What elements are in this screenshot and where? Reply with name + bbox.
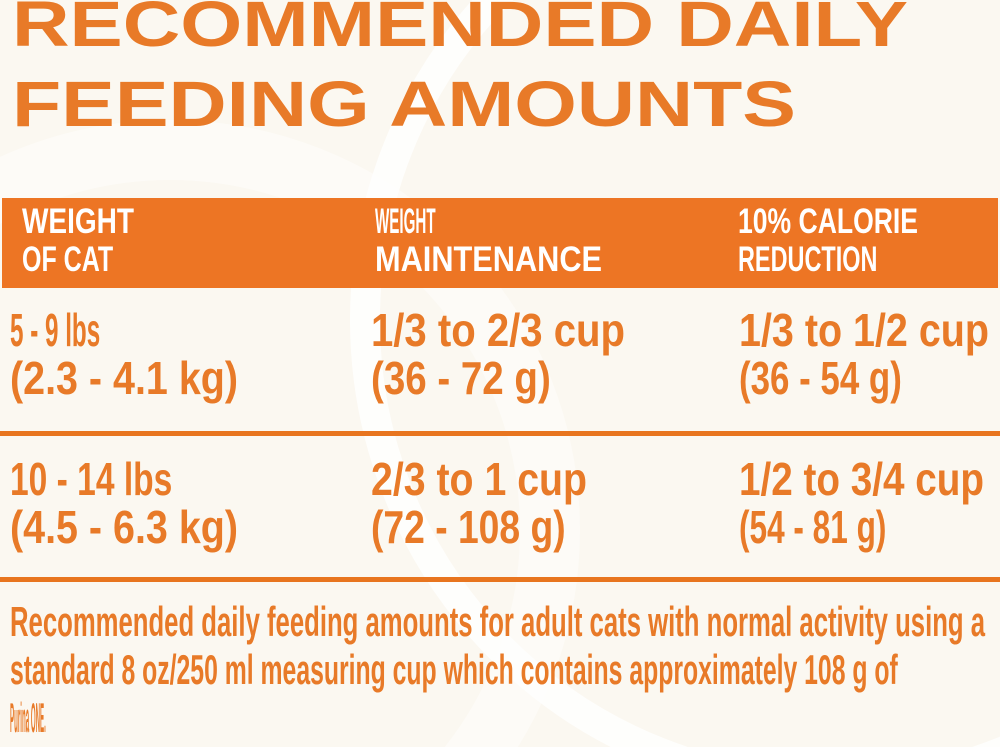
column-header-text: WEIGHT <box>375 202 436 241</box>
cell-weight-maintenance: 2/3 to 1 cup (72 - 108 g) <box>371 455 624 551</box>
cell-value: 1/2 to 3/4 cup <box>739 453 985 505</box>
cell-value: 1/3 to 1/2 cup <box>739 304 989 356</box>
cell-value-metric: (2.3 - 4.1 kg) <box>10 352 238 404</box>
cell-value-metric: (36 - 54 g) <box>739 352 902 404</box>
column-header-text: MAINTENANCE <box>375 240 603 279</box>
cell-weight-of-cat: 10 - 14 lbs (4.5 - 6.3 kg) <box>10 455 276 551</box>
page-title-text: RECOMMENDED DAILY <box>12 0 909 60</box>
footnote-text: standard 8 oz/250 ml measuring cup which… <box>10 646 898 693</box>
column-header-calorie-reduction: 10% CALORIE REDUCTION <box>738 203 975 279</box>
footnote-text: Recommended daily feeding amounts for ad… <box>10 598 986 645</box>
table-header-bar <box>2 198 998 288</box>
cell-value: 2/3 to 1 cup <box>371 453 588 505</box>
cell-weight-of-cat: 5 - 9 lbs (2.3 - 4.1 kg) <box>10 306 276 402</box>
cell-value-metric: (4.5 - 6.3 kg) <box>10 501 238 553</box>
footnote: Recommended daily feeding amounts for ad… <box>10 598 1000 742</box>
row-divider <box>0 577 1000 582</box>
cell-value-metric: (72 - 108 g) <box>371 501 566 553</box>
cell-value-metric: (54 - 81 g) <box>739 501 887 553</box>
column-header-weight-maintenance: WEIGHT MAINTENANCE <box>375 203 634 279</box>
column-header-text: 10% CALORIE <box>738 202 919 241</box>
cell-value: 1/3 to 2/3 cup <box>371 304 625 356</box>
page-title-line-1: RECOMMENDED DAILY <box>12 0 908 57</box>
cell-value: 10 - 14 lbs <box>10 453 173 505</box>
footnote-text: Purina ONE. <box>10 694 46 741</box>
column-header-weight-of-cat: WEIGHT OF CAT <box>22 203 162 279</box>
page-title-line-2: FEEDING AMOUNTS <box>12 71 796 137</box>
column-header-text: REDUCTION <box>738 240 878 279</box>
column-header-text: OF CAT <box>22 240 114 279</box>
cell-weight-maintenance: 1/3 to 2/3 cup (36 - 72 g) <box>371 306 662 402</box>
page-title-text: FEEDING AMOUNTS <box>12 68 796 140</box>
cell-calorie-reduction: 1/2 to 3/4 cup (54 - 81 g) <box>739 455 1000 551</box>
row-divider <box>0 431 1000 436</box>
cell-value-metric: (36 - 72 g) <box>371 352 551 404</box>
cell-calorie-reduction: 1/3 to 1/2 cup (36 - 54 g) <box>739 306 1000 402</box>
column-header-text: WEIGHT <box>22 202 135 241</box>
cell-value: 5 - 9 lbs <box>10 304 101 356</box>
